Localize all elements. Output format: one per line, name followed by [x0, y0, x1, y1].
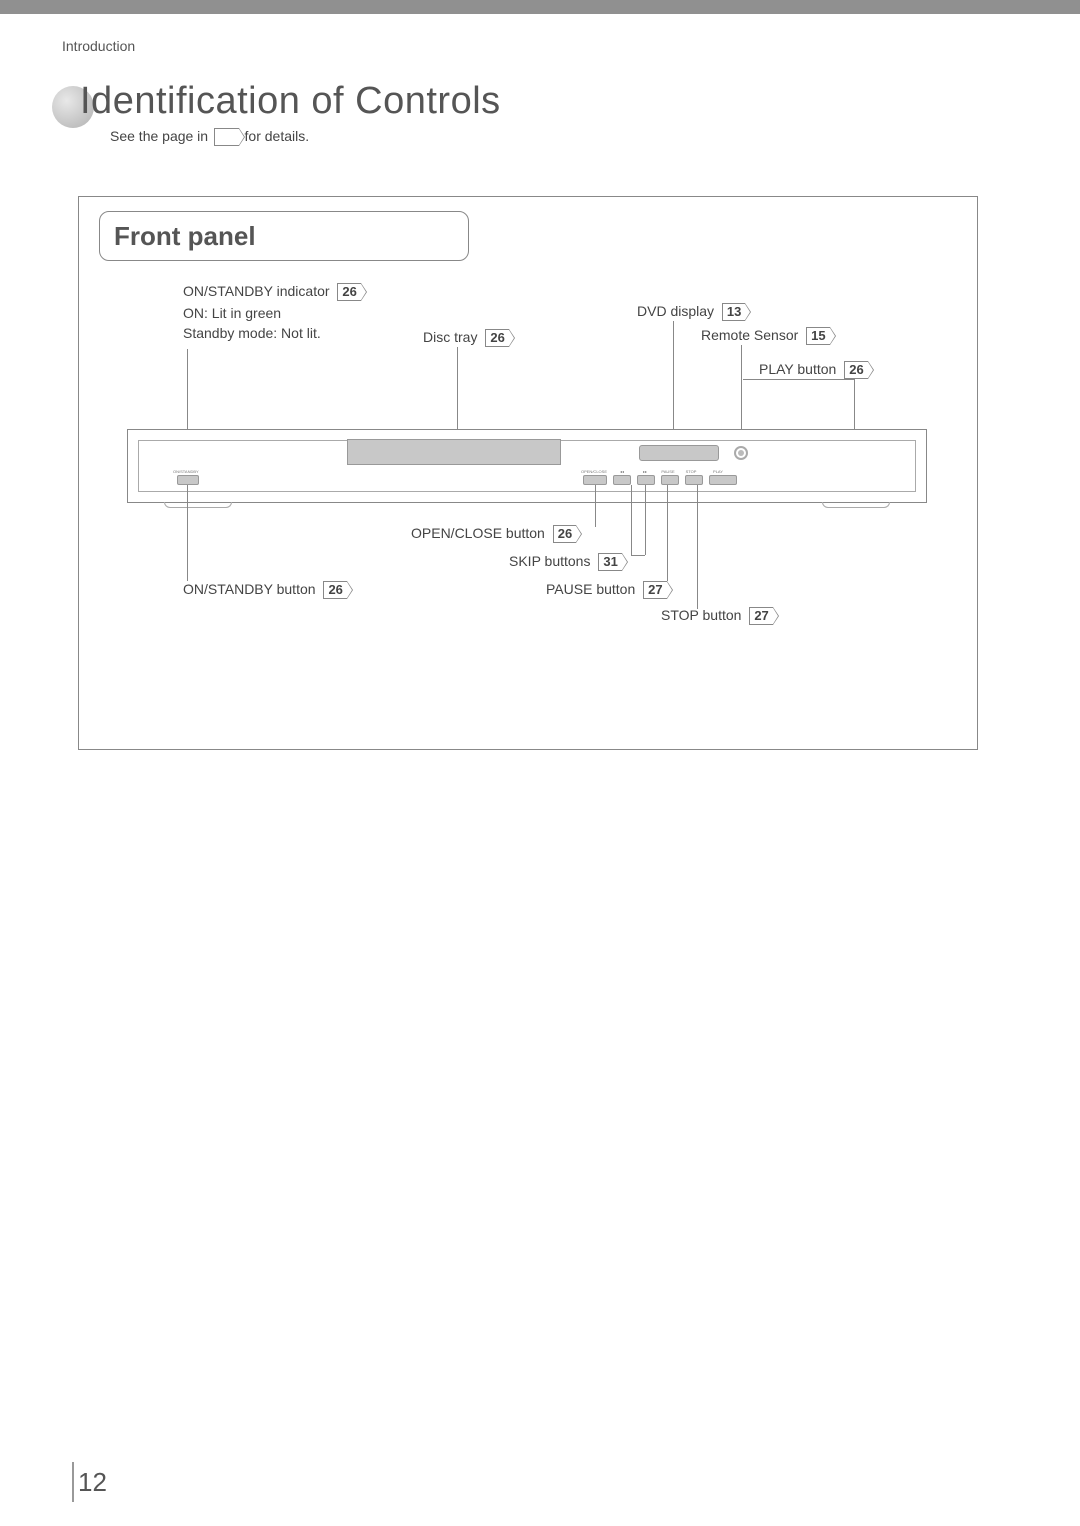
- page-ref-sample-icon: [214, 128, 239, 146]
- leader-line: [645, 485, 646, 555]
- callout-label: PAUSE button: [546, 581, 635, 597]
- subtitle-prefix: See the page in: [110, 128, 208, 144]
- callout-label: ON/STANDBY button: [183, 581, 316, 597]
- page-ref: 27: [643, 581, 666, 599]
- page-ref: 26: [337, 283, 360, 301]
- subtitle-suffix: for details.: [245, 128, 310, 144]
- callout-pause: PAUSE button 27: [546, 581, 667, 599]
- tiny-label-row: OPEN/CLOSE ◂◂ ▸▸ PAUSE STOP PLAY: [579, 469, 732, 474]
- disc-tray-icon: [347, 439, 561, 465]
- skip-prev-button-icon: [613, 475, 631, 485]
- device-foot-left: [164, 502, 232, 508]
- tiny-label: PLAY: [704, 469, 732, 474]
- callout-label: DVD display: [637, 303, 714, 319]
- standby-button-icon: [177, 475, 199, 485]
- page-ref: 26: [844, 361, 867, 379]
- callout-label: PLAY button: [759, 361, 836, 377]
- tiny-label: STOP: [681, 469, 701, 474]
- page-ref: 31: [598, 553, 621, 571]
- callout-open-close: OPEN/CLOSE button 26: [411, 525, 576, 543]
- remote-sensor-icon: [734, 446, 748, 460]
- callout-subline1: ON: Lit in green: [183, 305, 361, 321]
- control-button-row: [583, 475, 737, 485]
- tiny-label: PAUSE: [658, 469, 678, 474]
- leader-line: [595, 485, 596, 527]
- callout-label: Disc tray: [423, 329, 477, 345]
- subtitle-line: See the page in for details.: [110, 128, 309, 146]
- tiny-label: OPEN/CLOSE: [579, 469, 609, 474]
- page-ref: 27: [749, 607, 772, 625]
- callout-standby-button: ON/STANDBY button 26: [183, 581, 347, 599]
- diagram-box: Front panel ON/STANDBY indicator 26 ON: …: [78, 196, 978, 750]
- callout-label: STOP button: [661, 607, 741, 623]
- dvd-display-icon: [639, 445, 719, 461]
- diagram-area: ON/STANDBY indicator 26 ON: Lit in green…: [79, 197, 977, 749]
- pause-button-icon: [661, 475, 679, 485]
- tiny-label: ON/STANDBY: [173, 469, 199, 474]
- leader-line: [667, 485, 668, 581]
- page-number: 12: [78, 1467, 107, 1498]
- leader-line: [631, 555, 645, 556]
- stop-button-icon: [685, 475, 703, 485]
- leader-line: [743, 379, 854, 380]
- callout-label: Remote Sensor: [701, 327, 798, 343]
- callout-label: SKIP buttons: [509, 553, 590, 569]
- leader-line: [187, 485, 188, 581]
- callout-remote-sensor: Remote Sensor 15: [701, 327, 830, 345]
- play-button-icon: [709, 475, 737, 485]
- page-title: Identification of Controls: [80, 80, 501, 123]
- top-divider-bar: [0, 0, 1080, 14]
- page-ref: 26: [485, 329, 508, 347]
- callout-skip: SKIP buttons 31: [509, 553, 622, 571]
- page-number-divider: [72, 1462, 74, 1502]
- callout-standby-indicator: ON/STANDBY indicator 26 ON: Lit in green…: [183, 283, 361, 341]
- tiny-label: ◂◂: [612, 469, 632, 474]
- page-ref: 26: [553, 525, 576, 543]
- open-close-button-icon: [583, 475, 607, 485]
- page-ref: 15: [806, 327, 829, 345]
- device-foot-right: [822, 502, 890, 508]
- page-ref: 26: [323, 581, 346, 599]
- callout-subline2: Standby mode: Not lit.: [183, 325, 361, 341]
- callout-disc-tray: Disc tray 26: [423, 329, 509, 347]
- callout-stop: STOP button 27: [661, 607, 773, 625]
- callout-play-button: PLAY button 26: [759, 361, 868, 379]
- callout-label: OPEN/CLOSE button: [411, 525, 545, 541]
- tiny-label: ▸▸: [635, 469, 655, 474]
- section-header: Introduction: [62, 38, 135, 54]
- leader-line: [631, 485, 632, 555]
- callout-label: ON/STANDBY indicator: [183, 283, 330, 299]
- skip-next-button-icon: [637, 475, 655, 485]
- leader-line: [697, 485, 698, 609]
- page-ref: 13: [722, 303, 745, 321]
- callout-dvd-display: DVD display 13: [637, 303, 745, 321]
